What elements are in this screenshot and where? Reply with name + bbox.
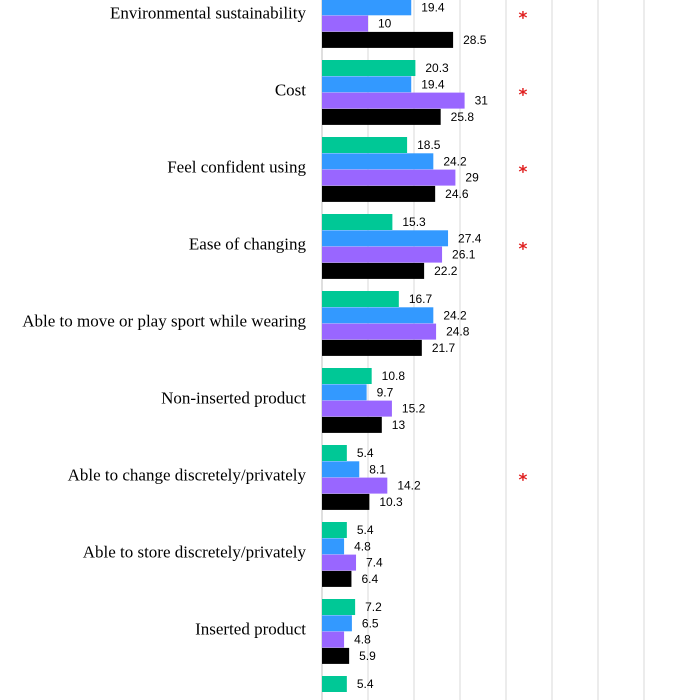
bar [322,307,434,324]
data-label: 22.2 [434,264,458,278]
data-label: 13 [392,418,406,432]
bar [322,60,416,76]
bar [322,676,347,692]
data-label: 25.8 [451,110,475,124]
data-label: 19.4 [421,0,445,14]
bar [322,416,382,433]
data-label: 4.8 [354,633,371,647]
bar [322,214,393,230]
bar [322,153,434,170]
data-label: 10.8 [382,369,406,383]
bar [322,31,454,48]
data-label: 24.2 [443,308,467,322]
data-label: 10 [378,17,392,31]
bar [322,0,412,16]
data-label: 6.5 [362,616,379,630]
bar [322,15,368,32]
data-label: 24.6 [445,187,469,201]
bar [322,137,408,153]
bar [322,493,370,510]
data-label: 21.7 [432,341,456,355]
bar [322,554,357,571]
bar [322,461,360,478]
data-label: 5.4 [357,677,374,691]
data-label: 18.5 [417,138,441,152]
data-label: 28.5 [463,33,487,47]
bar [322,291,399,307]
data-label: 8.1 [369,462,386,476]
data-label: 5.4 [357,446,374,460]
data-label: 26.1 [452,248,476,262]
data-label: 5.9 [359,649,376,663]
significance-marker: * [519,9,528,29]
bar [322,599,356,615]
bar [322,368,372,384]
category-label: Able to store discretely/privately [83,543,307,562]
bar [322,647,350,664]
bar [322,631,345,648]
data-label: 7.4 [366,556,383,570]
data-label: 15.3 [402,215,426,229]
bar [322,185,436,202]
data-label: 4.8 [354,539,371,553]
bar [322,92,465,109]
significance-marker: * [519,240,528,260]
bars [322,0,465,692]
bar [322,538,345,555]
category-label: Ease of changing [189,235,307,254]
data-label: 6.4 [361,572,378,586]
bar [322,570,352,587]
data-label: 24.8 [446,325,470,339]
bar [322,262,425,279]
data-label: 29 [465,171,479,185]
bar [322,169,456,186]
category-label: Non-inserted product [161,389,306,408]
data-label: 9.7 [377,385,394,399]
data-label: 16.7 [409,292,433,306]
bar [322,76,412,93]
data-label: 10.3 [379,495,403,509]
category-label: Feel confident using [167,158,306,177]
bar [322,522,347,538]
significance-marker: * [519,86,528,106]
data-label: 14.2 [397,479,421,493]
data-label: 20.3 [425,61,449,75]
data-label: 31 [475,94,489,108]
significance-marker: * [519,471,528,491]
category-label: Inserted product [195,620,306,639]
data-label: 5.4 [357,523,374,537]
category-label: Environmental sustainability [110,4,306,23]
bar [322,384,367,401]
data-label: 24.2 [443,154,467,168]
bar [322,230,449,247]
significance-marker: * [519,163,528,183]
category-label: Able to change discretely/privately [68,466,307,485]
bar [322,615,352,632]
data-label: 15.2 [402,402,426,416]
category-label: Able to move or play sport while wearing [22,312,306,331]
data-label: 19.4 [421,77,445,91]
bar [322,400,392,417]
bar [322,323,437,340]
bar [322,477,388,494]
bar [322,339,422,356]
data-label: 7.2 [365,600,382,614]
bar [322,445,347,461]
category-label: Cost [275,81,306,100]
bar [322,246,443,263]
bar [322,108,441,125]
data-label: 27.4 [458,231,482,245]
